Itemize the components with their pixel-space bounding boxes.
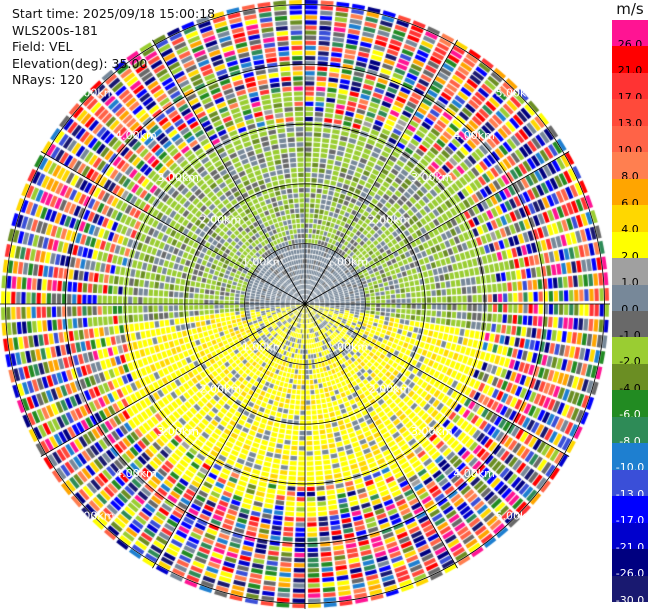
range-ring-label: 1.00km [326, 256, 368, 269]
range-ring-label: 2.00km [200, 213, 242, 226]
colorbar-level: 21.0 [612, 46, 648, 77]
colorbar-level: 8.0 [612, 152, 648, 183]
colorbar-level: 2.0 [612, 231, 648, 263]
range-ring-label: 5.00km [496, 87, 538, 100]
azimuth-spoke [152, 303, 306, 569]
range-ring-label: 2.00km [369, 213, 411, 226]
colorbar-level: 26.0 [612, 20, 648, 51]
azimuth-spoke [304, 303, 570, 457]
range-ring-label: 1.00km [242, 340, 284, 353]
colorbar-level: 6.0 [612, 178, 648, 210]
colorbar-level: -30.0 [612, 575, 648, 607]
colorbar-level: 0.0 [612, 284, 648, 316]
colorbar-level: -4.0 [612, 363, 648, 395]
range-ring-label: 3.00km [157, 171, 199, 184]
range-ring-label: 5.00km [496, 509, 538, 522]
nrays-label: NRays: 120 [12, 72, 84, 87]
start-time-label: Start time: 2025/09/18 15:00:18 [12, 6, 216, 21]
colorbar-level: -21.0 [612, 522, 648, 554]
range-ring-label: 1.00km [326, 340, 368, 353]
colorbar-level: 10.0 [612, 125, 648, 157]
range-ring-label: 4.00km [453, 129, 495, 142]
range-ring-label: 3.00km [411, 425, 453, 438]
range-ring-label: 4.00km [115, 467, 157, 480]
colorbar-level: 17.0 [612, 72, 648, 104]
colorbar-level: -2.0 [612, 337, 648, 368]
azimuth-spoke [304, 151, 570, 305]
colorbar-unit: m/s [616, 0, 644, 18]
azimuth-spoke [304, 303, 458, 569]
range-ring-label: 1.00km [242, 256, 284, 269]
range-ring-label: 4.00km [115, 129, 157, 142]
range-ring-label: 5.00km [73, 87, 115, 100]
azimuth-spoke [40, 303, 306, 457]
colorbar-level: 4.0 [612, 205, 648, 236]
colorbar-level: -17.0 [612, 496, 648, 527]
colorbar-level: 13.0 [612, 99, 648, 130]
field-label: Field: VEL [12, 39, 73, 54]
colorbar-level: -26.0 [612, 549, 648, 580]
colorbar-level: 1.0 [612, 258, 648, 289]
colorbar-level: -10.0 [612, 443, 648, 474]
range-ring-label: 3.00km [157, 425, 199, 438]
azimuth-spoke [152, 39, 306, 305]
instrument-label: WLS200s-181 [12, 22, 98, 38]
range-ring-label: 2.00km [200, 383, 242, 396]
elevation-label: Elevation(deg): 35.00 [12, 55, 148, 71]
colorbar-level: -1.0 [612, 311, 648, 342]
azimuth-spoke [40, 151, 306, 305]
azimuth-spoke [304, 39, 458, 305]
range-ring-label: 2.00km [369, 383, 411, 396]
colorbar-level: -6.0 [612, 390, 648, 421]
colorbar-level: -8.0 [612, 416, 648, 448]
range-ring-label: 4.00km [453, 467, 495, 480]
range-ring-label: 5.00km [73, 509, 115, 522]
colorbar-level: -13.0 [612, 469, 648, 501]
range-ring-label: 3.00km [411, 171, 453, 184]
